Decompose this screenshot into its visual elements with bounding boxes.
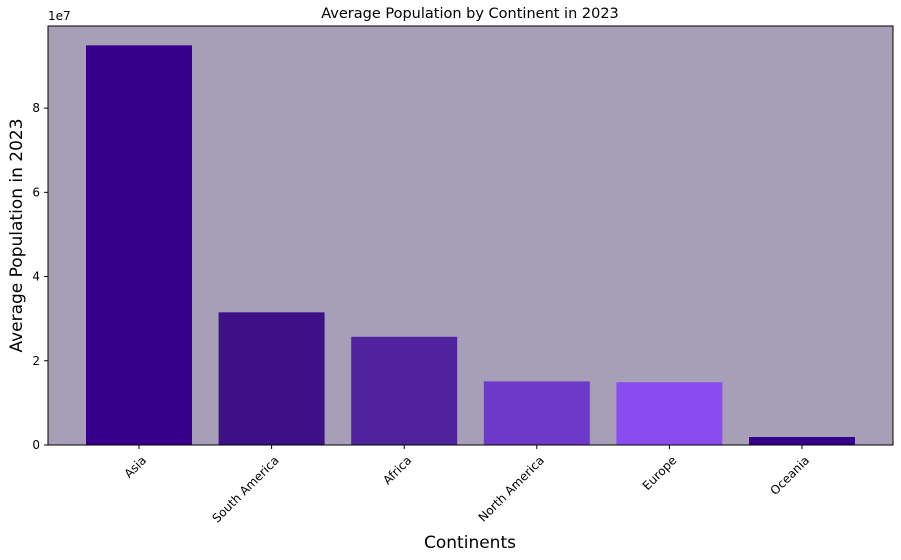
y-tick-label: 4: [32, 270, 40, 284]
x-tick-label: Africa: [380, 453, 414, 487]
y-tick-label: 8: [32, 101, 40, 115]
y-axis-label: Average Population in 2023: [7, 118, 27, 352]
x-tick-label: Asia: [121, 453, 149, 481]
x-tick-label: Oceania: [768, 453, 813, 498]
bar-oceania: [749, 436, 855, 445]
y-axis-offset-label: 1e7: [48, 9, 71, 23]
bar-south-america: [218, 312, 325, 445]
bar-north-america: [483, 381, 590, 445]
bar-europe: [616, 382, 723, 445]
x-tick-label: North America: [476, 453, 547, 524]
y-tick-label: 6: [32, 185, 40, 199]
y-tick-label: 2: [32, 354, 40, 368]
bar-asia: [86, 45, 192, 446]
chart-title: Average Population by Continent in 2023: [321, 6, 619, 22]
x-axis-label: Continents: [424, 533, 516, 553]
x-tick-label: South America: [209, 453, 281, 525]
x-tick-label: Europe: [640, 453, 680, 493]
bar-africa: [351, 336, 458, 445]
y-tick-label: 0: [32, 438, 40, 452]
plot-frame: [47, 25, 894, 446]
